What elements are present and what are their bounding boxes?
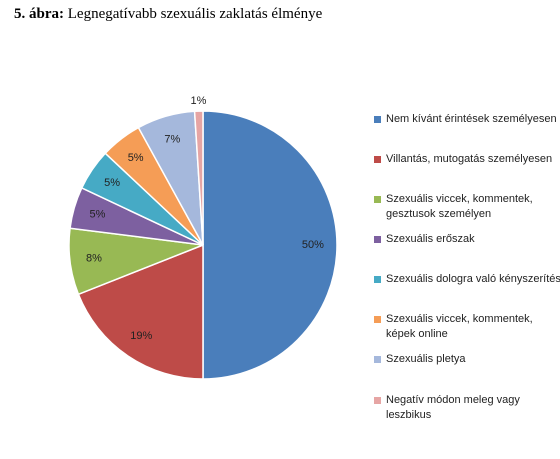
legend-label: Szexuális pletya [386, 353, 466, 365]
legend-swatch [374, 196, 381, 203]
data-label: 7% [164, 133, 180, 145]
legend-item: Nem kívánt érintések személyesen [374, 112, 560, 127]
pie-slice [77, 243, 204, 380]
legend-label: Villantás, mutogatás személyesen [386, 153, 553, 165]
data-label: 8% [86, 253, 102, 265]
legend-label: Szexuális viccek, kommentek, képek onlin… [386, 313, 533, 340]
data-label: 1% [191, 95, 207, 107]
data-label: 5% [90, 208, 106, 220]
pie-slice [193, 110, 204, 246]
chart-title: 5. ábra: Legnegatívabb szexuális zaklatá… [14, 6, 322, 23]
data-label: 5% [104, 177, 120, 189]
pie-slice [202, 110, 338, 380]
chart: 50% 19% 8% 5% 5% 5% 7% 1% [68, 95, 338, 380]
data-label: 5% [128, 152, 144, 164]
legend-label: Nem kívánt érintések személyesen [386, 113, 557, 125]
data-label: 19% [130, 330, 152, 342]
legend-swatch [374, 156, 381, 163]
data-label: 50% [302, 239, 324, 251]
legend-item: Szexuális dologra való kényszerítés [374, 272, 560, 287]
legend-swatch [374, 276, 381, 283]
legend-swatch [374, 236, 381, 243]
legend-item: Szexuális pletya [374, 352, 560, 367]
legend-label: Szexuális dologra való kényszerítés [386, 273, 560, 285]
legend-swatch [374, 356, 381, 363]
legend-label: Szexuális erőszak [386, 233, 475, 245]
legend-item: Szexuális viccek, kommentek, képek onlin… [374, 312, 560, 342]
title-text: Legnegatívabb szexuális zaklatás élménye [67, 6, 323, 22]
legend-label: Szexuális viccek, kommentek, gesztusok s… [386, 193, 533, 220]
legend-swatch [374, 397, 381, 404]
legend-swatch [374, 316, 381, 323]
legend-item: Villantás, mutogatás személyesen [374, 152, 560, 167]
legend-item: Szexuális viccek, kommentek, gesztusok s… [374, 192, 560, 222]
legend-label: Negatív módon meleg vagy leszbikus [386, 394, 520, 421]
legend-swatch [374, 116, 381, 123]
figure-label: 5. ábra: [14, 6, 64, 22]
legend-item: Szexuális erőszak [374, 232, 560, 247]
legend-item: Negatív módon meleg vagy leszbikus [374, 393, 560, 423]
